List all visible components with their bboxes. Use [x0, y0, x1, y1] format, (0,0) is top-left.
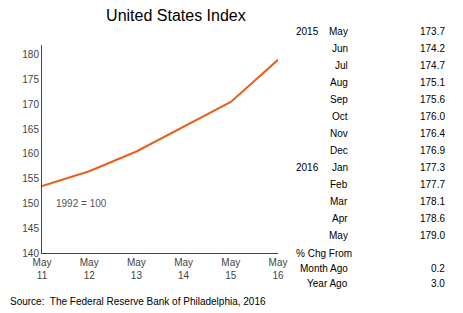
svg-text:176.0: 176.0: [420, 111, 445, 122]
svg-text:165: 165: [22, 124, 39, 135]
svg-text:May: May: [329, 230, 348, 241]
svg-text:United States Index: United States Index: [106, 7, 246, 24]
svg-text:Feb: Feb: [330, 179, 348, 190]
svg-text:178.1: 178.1: [420, 196, 445, 207]
svg-text:Source: The Federal Reserve B: Source: The Federal Reserve Bank of Phil…: [10, 296, 266, 307]
svg-text:% Chg From: % Chg From: [296, 248, 352, 259]
svg-text:May11: May11: [33, 257, 52, 281]
svg-text:176.9: 176.9: [420, 145, 445, 156]
svg-text:179.0: 179.0: [420, 230, 445, 241]
svg-text:Year Ago: Year Ago: [307, 278, 348, 289]
svg-text:Sep: Sep: [330, 94, 348, 105]
svg-text:May15: May15: [221, 257, 240, 281]
svg-text:180: 180: [22, 49, 39, 60]
svg-text:173.7: 173.7: [420, 26, 445, 37]
svg-text:160: 160: [22, 148, 39, 159]
svg-text:150: 150: [22, 198, 39, 209]
svg-text:1992 = 100: 1992 = 100: [56, 198, 107, 209]
svg-text:174.7: 174.7: [420, 60, 445, 71]
svg-text:3.0: 3.0: [431, 278, 445, 289]
svg-text:Oct: Oct: [332, 111, 348, 122]
svg-text:Month Ago: Month Ago: [300, 263, 348, 274]
svg-text:May14: May14: [174, 257, 193, 281]
svg-text:178.6: 178.6: [420, 213, 445, 224]
svg-text:Aug: Aug: [330, 77, 348, 88]
svg-text:175: 175: [22, 74, 39, 85]
svg-text:145: 145: [22, 223, 39, 234]
svg-text:May16: May16: [269, 257, 288, 281]
svg-text:Mar: Mar: [330, 196, 348, 207]
svg-text:May13: May13: [127, 257, 146, 281]
svg-text:174.2: 174.2: [420, 43, 445, 54]
svg-text:175.6: 175.6: [420, 94, 445, 105]
svg-text:2015: 2015: [296, 26, 319, 37]
svg-text:Jul: Jul: [335, 60, 348, 71]
svg-text:0.2: 0.2: [431, 263, 445, 274]
svg-text:Jun: Jun: [332, 43, 348, 54]
svg-text:170: 170: [22, 99, 39, 110]
svg-text:Nov: Nov: [330, 128, 348, 139]
svg-text:Dec: Dec: [330, 145, 348, 156]
svg-text:177.3: 177.3: [420, 162, 445, 173]
svg-text:Jan: Jan: [332, 162, 348, 173]
svg-text:Apr: Apr: [332, 213, 348, 224]
svg-text:140: 140: [22, 248, 39, 259]
svg-text:175.1: 175.1: [420, 77, 445, 88]
svg-text:May12: May12: [80, 257, 99, 281]
svg-text:176.4: 176.4: [420, 128, 445, 139]
svg-text:177.7: 177.7: [420, 179, 445, 190]
svg-text:155: 155: [22, 173, 39, 184]
svg-text:May: May: [329, 26, 348, 37]
svg-text:2016: 2016: [296, 162, 319, 173]
